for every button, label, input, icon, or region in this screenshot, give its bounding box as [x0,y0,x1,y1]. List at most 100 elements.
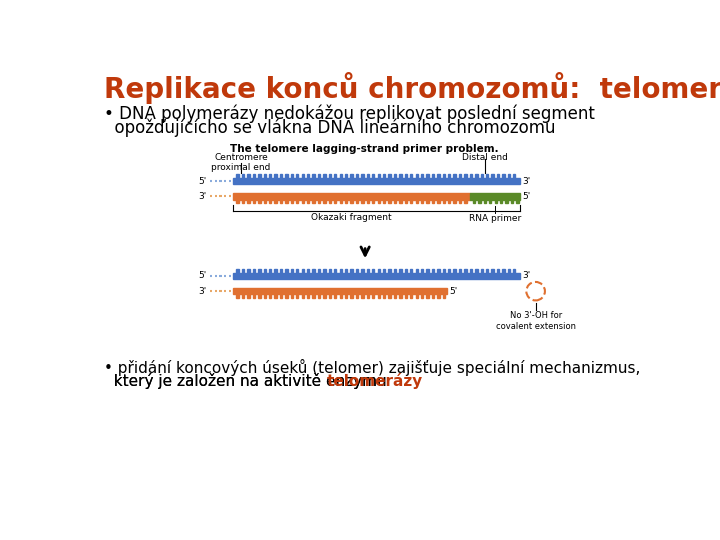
FancyBboxPatch shape [388,294,391,298]
FancyBboxPatch shape [248,294,250,298]
FancyBboxPatch shape [253,294,255,298]
FancyBboxPatch shape [361,269,364,273]
FancyBboxPatch shape [432,269,434,273]
Text: 3': 3' [198,192,206,201]
FancyBboxPatch shape [443,174,445,178]
FancyBboxPatch shape [356,269,358,273]
FancyBboxPatch shape [236,174,239,178]
FancyBboxPatch shape [475,174,477,178]
Text: 3': 3' [523,177,531,186]
FancyBboxPatch shape [495,200,497,204]
FancyBboxPatch shape [329,269,331,273]
FancyBboxPatch shape [248,269,250,273]
FancyBboxPatch shape [361,294,364,298]
FancyBboxPatch shape [258,200,261,204]
FancyBboxPatch shape [383,269,385,273]
FancyBboxPatch shape [291,200,293,204]
FancyBboxPatch shape [340,269,342,273]
FancyBboxPatch shape [464,200,467,204]
FancyBboxPatch shape [454,200,456,204]
FancyBboxPatch shape [285,269,287,273]
FancyBboxPatch shape [410,294,413,298]
FancyBboxPatch shape [405,200,407,204]
FancyBboxPatch shape [437,174,439,178]
FancyBboxPatch shape [291,174,293,178]
FancyBboxPatch shape [399,174,402,178]
FancyBboxPatch shape [312,269,315,273]
FancyBboxPatch shape [399,200,402,204]
FancyBboxPatch shape [383,174,385,178]
FancyBboxPatch shape [274,200,276,204]
FancyBboxPatch shape [280,294,282,298]
FancyBboxPatch shape [302,174,304,178]
FancyBboxPatch shape [492,174,494,178]
FancyBboxPatch shape [372,269,374,273]
FancyBboxPatch shape [307,269,310,273]
FancyBboxPatch shape [469,174,472,178]
FancyBboxPatch shape [492,269,494,273]
FancyBboxPatch shape [356,294,358,298]
Text: 5': 5' [449,287,457,296]
FancyBboxPatch shape [383,294,385,298]
Text: 3': 3' [198,287,206,296]
FancyBboxPatch shape [345,294,347,298]
FancyBboxPatch shape [307,200,310,204]
FancyBboxPatch shape [280,269,282,273]
FancyBboxPatch shape [253,200,255,204]
FancyBboxPatch shape [426,269,428,273]
FancyBboxPatch shape [464,269,467,273]
Text: Distal end: Distal end [462,153,508,161]
FancyBboxPatch shape [351,174,353,178]
FancyBboxPatch shape [510,200,513,204]
FancyBboxPatch shape [340,174,342,178]
FancyBboxPatch shape [291,294,293,298]
FancyBboxPatch shape [233,178,520,184]
FancyBboxPatch shape [500,200,503,204]
FancyBboxPatch shape [236,200,239,204]
FancyBboxPatch shape [410,200,413,204]
FancyBboxPatch shape [296,269,299,273]
FancyBboxPatch shape [312,200,315,204]
FancyBboxPatch shape [432,294,434,298]
FancyBboxPatch shape [410,269,413,273]
FancyBboxPatch shape [383,200,385,204]
FancyBboxPatch shape [443,294,445,298]
FancyBboxPatch shape [497,174,499,178]
FancyBboxPatch shape [508,269,510,273]
FancyBboxPatch shape [312,294,315,298]
FancyBboxPatch shape [421,269,423,273]
FancyBboxPatch shape [399,294,402,298]
Text: opožďujícícho se vlákna DNA lineárního chromozomu: opožďujícícho se vlákna DNA lineárního c… [104,119,555,137]
FancyBboxPatch shape [459,200,462,204]
FancyBboxPatch shape [394,269,396,273]
Text: No 3'-OH for
covalent extension: No 3'-OH for covalent extension [495,311,575,330]
FancyBboxPatch shape [356,174,358,178]
FancyBboxPatch shape [432,200,434,204]
FancyBboxPatch shape [366,200,369,204]
FancyBboxPatch shape [503,174,505,178]
FancyBboxPatch shape [318,269,320,273]
FancyBboxPatch shape [469,193,520,200]
FancyBboxPatch shape [426,200,428,204]
Text: Centromere
proximal end: Centromere proximal end [212,153,271,172]
FancyBboxPatch shape [318,294,320,298]
FancyBboxPatch shape [394,174,396,178]
Text: který je založen na aktivitě enzymu: který je založen na aktivitě enzymu [104,373,392,389]
FancyBboxPatch shape [473,200,475,204]
FancyBboxPatch shape [464,174,467,178]
FancyBboxPatch shape [437,200,439,204]
FancyBboxPatch shape [372,200,374,204]
FancyBboxPatch shape [351,269,353,273]
Text: RNA primer: RNA primer [469,214,521,223]
FancyBboxPatch shape [361,174,364,178]
FancyBboxPatch shape [377,294,380,298]
FancyBboxPatch shape [366,174,369,178]
FancyBboxPatch shape [269,294,271,298]
FancyBboxPatch shape [415,294,418,298]
FancyBboxPatch shape [437,269,439,273]
FancyBboxPatch shape [329,174,331,178]
FancyBboxPatch shape [448,174,451,178]
FancyBboxPatch shape [269,269,271,273]
FancyBboxPatch shape [285,174,287,178]
FancyBboxPatch shape [264,200,266,204]
